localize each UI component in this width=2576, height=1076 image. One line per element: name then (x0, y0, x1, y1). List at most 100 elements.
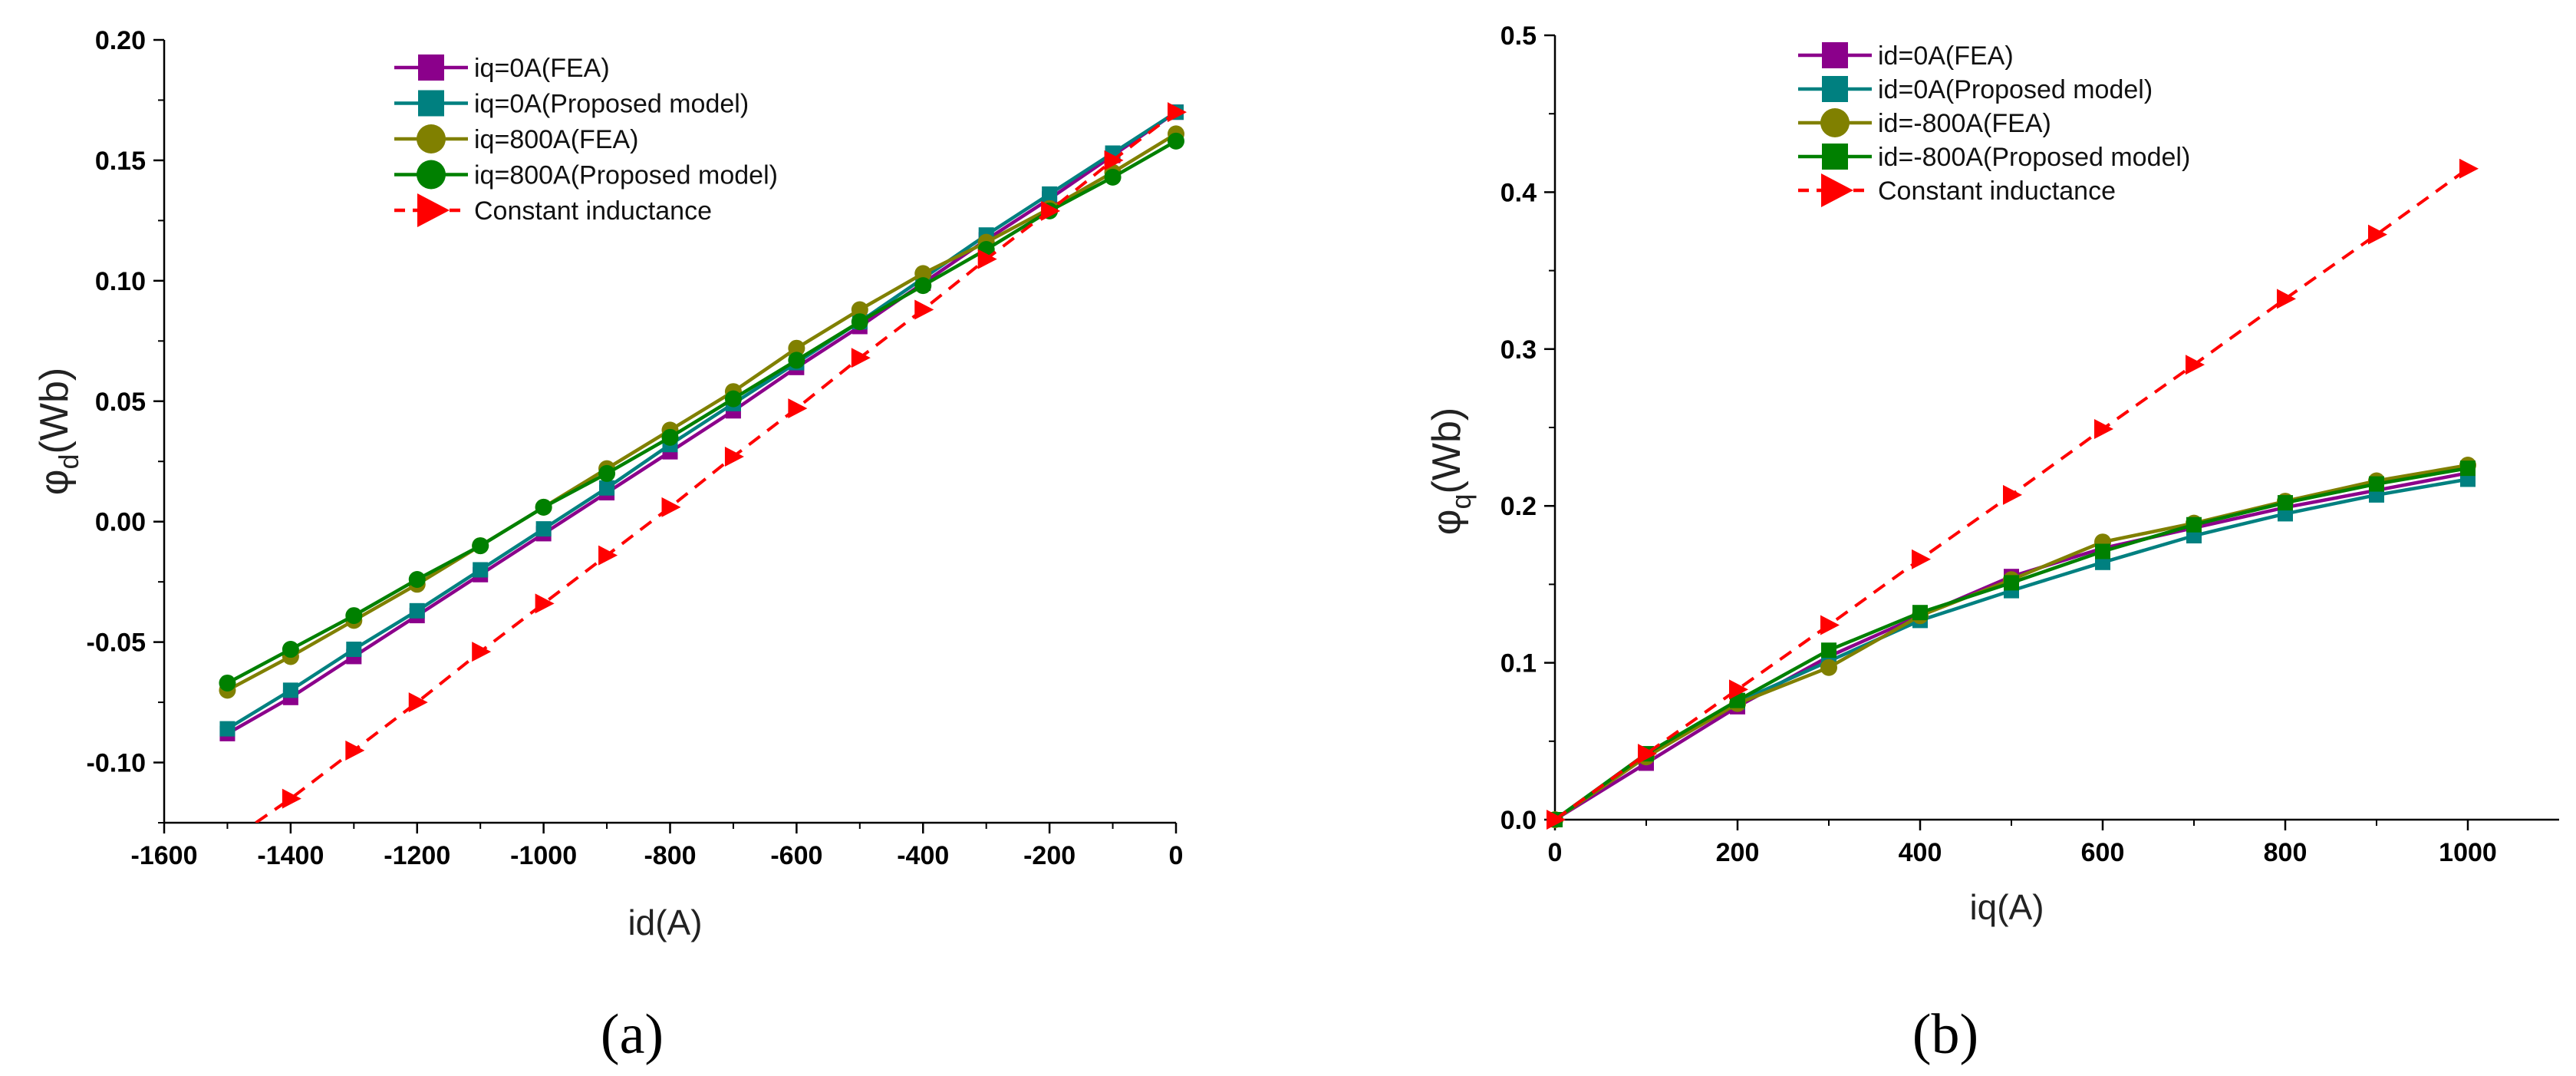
data-point (2278, 495, 2293, 511)
data-point (282, 641, 299, 658)
data-point (1547, 810, 1566, 830)
legend-item: Constant inductance (394, 193, 712, 227)
series-line (226, 111, 1178, 735)
data-point (1638, 744, 1657, 764)
panel-label: (b) (1912, 1003, 1978, 1066)
x-tick-label: 0 (1548, 838, 1563, 867)
y-tick-label: -0.05 (87, 629, 147, 658)
panel-label: (a) (601, 1003, 664, 1066)
data-point (1820, 615, 1840, 635)
data-point (2369, 476, 2384, 492)
x-tick-label: 800 (2264, 838, 2308, 867)
legend-marker (418, 90, 444, 117)
x-tick-label: 0 (1169, 841, 1184, 870)
y-tick-label: 0.05 (95, 388, 146, 417)
data-point (2095, 543, 2110, 559)
y-axis-label-symbol: φ (1425, 509, 1469, 535)
data-point (2186, 355, 2205, 375)
y-tick-label: -0.10 (87, 749, 147, 778)
x-tick-label: -200 (1023, 841, 1076, 870)
data-point (2186, 517, 2202, 533)
data-point (535, 498, 552, 516)
y-axis-label-unit: (Wb) (32, 368, 77, 454)
x-tick-label: 400 (1899, 838, 1942, 867)
legend: iq=0A(FEA) iq=0A(Proposed model) iq=800A(F… (394, 54, 778, 227)
legend-label: iq=0A(FEA) (474, 54, 610, 83)
data-point (1912, 549, 1931, 569)
legend-marker (1820, 108, 1850, 137)
data-point (473, 562, 489, 578)
legend-label: id=0A(Proposed model) (1878, 75, 2153, 104)
data-point (2277, 289, 2296, 309)
legend-item: iq=0A(FEA) (394, 54, 610, 83)
legend-item: iq=0A(Proposed model) (394, 90, 749, 119)
data-point (346, 642, 362, 658)
y-axis-label-symbol: φ (32, 469, 77, 495)
y-tick-label: 0.2 (1500, 492, 1537, 521)
data-point (472, 537, 489, 555)
x-axis-label: id(A) (628, 903, 702, 942)
legend-marker (1822, 42, 1848, 68)
legend-label: iq=800A(FEA) (474, 125, 639, 154)
legend-item: id=0A(FEA) (1798, 41, 2014, 71)
legend-marker (418, 54, 444, 81)
series-line (1555, 463, 2469, 820)
y-tick-label: 0.10 (95, 267, 146, 296)
data-point (1729, 679, 1748, 700)
legend-label: Constant inductance (474, 196, 712, 226)
data-point (2460, 460, 2476, 477)
y-tick-label: 0.15 (95, 147, 146, 176)
data-point (472, 642, 492, 662)
data-point (408, 692, 428, 713)
data-point (1912, 605, 1928, 621)
series-1 (1547, 471, 2476, 827)
data-point (661, 497, 681, 517)
data-point (219, 674, 236, 691)
legend-label: id=0A(FEA) (1878, 41, 2014, 71)
data-point (1041, 200, 1061, 221)
data-point (977, 249, 997, 269)
legend-marker (417, 124, 446, 153)
series-4 (255, 102, 1187, 823)
data-point (535, 521, 552, 537)
legend-label: Constant inductance (1878, 177, 2116, 206)
x-tick-label: -1000 (510, 841, 577, 870)
data-point (1104, 150, 1124, 170)
data-point (1168, 132, 1184, 150)
data-point (1042, 186, 1058, 202)
data-point (345, 740, 365, 761)
series-line (1555, 471, 2469, 820)
data-point (598, 464, 616, 482)
series-3 (1547, 460, 2476, 827)
series-4 (1547, 158, 2479, 830)
x-tick-label: -400 (897, 841, 949, 870)
y-axis-label: φd(Wb) (32, 368, 84, 495)
data-point (1168, 102, 1187, 123)
data-point (282, 788, 301, 809)
data-point (2004, 575, 2019, 591)
data-point (408, 571, 426, 589)
data-point (1104, 168, 1122, 186)
data-point (2094, 419, 2113, 440)
x-tick-label: 1000 (2439, 838, 2497, 867)
data-point (724, 390, 742, 408)
x-tick-label: -1600 (131, 841, 198, 870)
legend-item: iq=800A(FEA) (394, 124, 639, 154)
data-point (2459, 158, 2479, 179)
y-axis-label-unit: (Wb) (1425, 408, 1469, 494)
chart-b: 0 200 400 600 800 1000 0.0 0.1 0.2 0.3 0.4 0.5 iq(A)… (1425, 21, 2559, 1066)
chart-a: -1600 -1400 -1200 -1000 -800 -600 -400 -200 0 -0.… (32, 26, 1187, 1066)
series-2 (1547, 457, 2476, 828)
series-line (226, 139, 1178, 685)
legend-item: id=-800A(Proposed model) (1798, 143, 2190, 172)
data-point (788, 352, 805, 369)
data-point (724, 446, 744, 467)
legend-item: iq=800A(Proposed model) (394, 160, 778, 190)
x-tick-label: -1200 (384, 841, 450, 870)
axes: 0 200 400 600 800 1000 0.0 0.1 0.2 0.3 0.4 0.5 (1500, 21, 2559, 867)
y-tick-label: 0.3 (1500, 335, 1537, 365)
legend-label: id=-800A(FEA) (1878, 109, 2051, 138)
series-line (1555, 477, 2469, 820)
data-point (851, 301, 868, 319)
data-point (914, 277, 932, 295)
